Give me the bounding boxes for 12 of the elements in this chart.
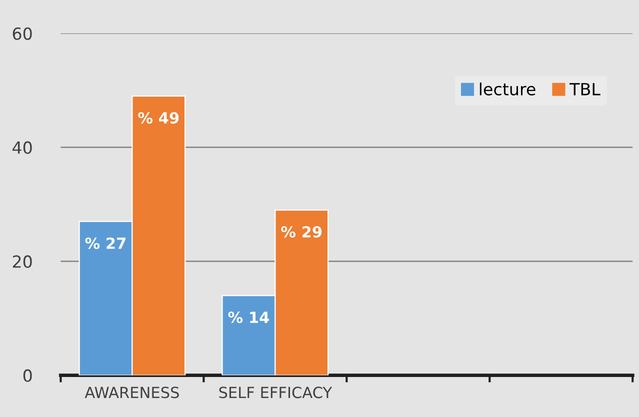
y-tick-label: 0 [23,369,32,382]
data-label: % 29 [281,226,322,238]
data-label: % 49 [138,112,179,124]
y-tick-label: 60 [12,27,32,40]
y-tick-label: 40 [12,141,32,154]
x-tick-label: AWARENESS [84,386,179,398]
data-label: % 27 [85,237,126,250]
x-tick-label: SELF EFFICACY [219,386,332,398]
legend-label: lecture [480,82,536,96]
data-label: % 14 [228,312,269,324]
legend-label: TBL [570,83,600,96]
y-tick-label: 20 [12,255,32,268]
